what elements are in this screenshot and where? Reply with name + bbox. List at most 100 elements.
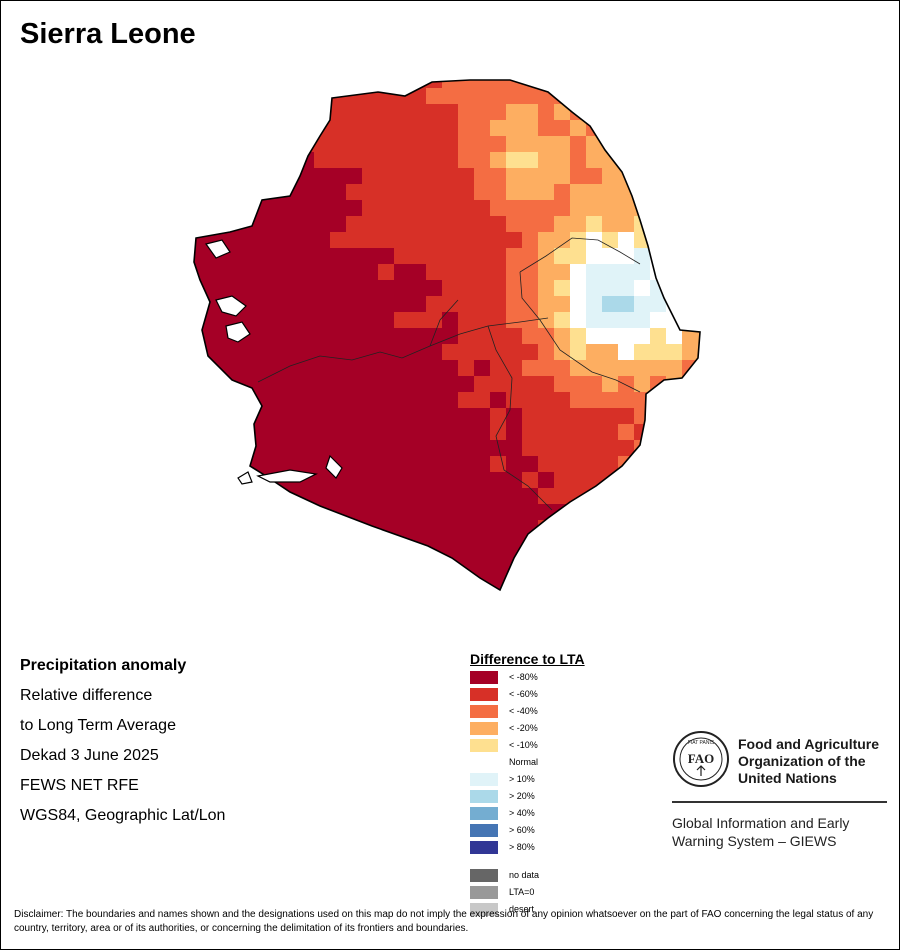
district-boundaries	[257, 237, 641, 511]
raster-cell	[474, 184, 490, 200]
raster-cell	[554, 328, 570, 344]
raster-cell	[602, 376, 618, 392]
raster-cell	[698, 536, 700, 552]
raster-cell	[378, 88, 394, 104]
raster-cell	[194, 248, 202, 264]
raster-cell	[442, 120, 458, 136]
raster-cell	[282, 440, 298, 456]
raster-cell	[554, 104, 570, 120]
raster-cell	[250, 264, 266, 280]
raster-cell	[554, 552, 570, 568]
raster-cell	[522, 232, 538, 248]
raster-cell	[474, 424, 490, 440]
raster-cell	[410, 504, 426, 520]
raster-cell	[282, 136, 298, 152]
raster-cell	[282, 392, 298, 408]
raster-cell	[282, 520, 298, 536]
raster-cell	[378, 296, 394, 312]
raster-cell	[234, 408, 250, 424]
raster-cell	[266, 440, 282, 456]
raster-cell	[410, 344, 426, 360]
raster-cell	[346, 80, 362, 88]
raster-cell	[474, 136, 490, 152]
raster-cell	[538, 536, 554, 552]
raster-cell	[330, 584, 346, 590]
raster-cell	[538, 280, 554, 296]
raster-cell	[442, 80, 458, 88]
raster-cell	[618, 472, 634, 488]
raster-cell	[442, 408, 458, 424]
raster-cell	[314, 488, 330, 504]
raster-cell	[602, 80, 618, 88]
raster-cell	[474, 456, 490, 472]
raster-cell	[314, 360, 330, 376]
raster-cell	[458, 424, 474, 440]
raster-cell	[458, 584, 474, 590]
legend-label: > 60%	[509, 825, 535, 835]
raster-cell	[378, 264, 394, 280]
raster-cell	[442, 536, 458, 552]
raster-cell	[666, 456, 682, 472]
raster-cell	[666, 152, 682, 168]
raster-cell	[650, 504, 666, 520]
raster-cell	[378, 344, 394, 360]
raster-cell	[666, 344, 682, 360]
raster-cell	[554, 216, 570, 232]
raster-cell	[282, 376, 298, 392]
raster-cell	[458, 104, 474, 120]
raster-cell	[298, 456, 314, 472]
raster-cell	[554, 152, 570, 168]
raster-cell	[490, 504, 506, 520]
raster-cell	[458, 216, 474, 232]
raster-cell	[330, 104, 346, 120]
raster-cell	[346, 424, 362, 440]
raster-cell	[474, 280, 490, 296]
raster-cell	[458, 392, 474, 408]
raster-cell	[586, 552, 602, 568]
raster-cell	[698, 232, 700, 248]
raster-cell	[698, 488, 700, 504]
raster-cell	[426, 472, 442, 488]
raster-cell	[682, 584, 698, 590]
raster-cell	[202, 168, 218, 184]
raster-cell	[202, 536, 218, 552]
raster-cell	[682, 312, 698, 328]
raster-cell	[474, 408, 490, 424]
raster-cell	[554, 408, 570, 424]
raster-cell	[666, 440, 682, 456]
raster-cell	[634, 504, 650, 520]
raster-cell	[426, 552, 442, 568]
raster-cell	[490, 232, 506, 248]
raster-cell	[282, 344, 298, 360]
raster-cell	[266, 296, 282, 312]
raster-cell	[234, 440, 250, 456]
legend-label: no data	[509, 870, 540, 880]
raster-cell	[538, 80, 554, 88]
raster-cell	[538, 344, 554, 360]
raster-cell	[394, 80, 410, 88]
raster-cell	[410, 456, 426, 472]
raster-cell	[666, 312, 682, 328]
raster-cell	[618, 584, 634, 590]
raster-cell	[314, 568, 330, 584]
raster-cell	[282, 328, 298, 344]
raster-cell	[490, 216, 506, 232]
raster-cell	[282, 424, 298, 440]
raster-cell	[410, 232, 426, 248]
raster-cell	[314, 552, 330, 568]
raster-cell	[602, 456, 618, 472]
raster-cell	[570, 136, 586, 152]
raster-cell	[474, 120, 490, 136]
raster-cell	[666, 248, 682, 264]
raster-cell	[266, 80, 282, 88]
raster-cell	[330, 248, 346, 264]
raster-cell	[570, 376, 586, 392]
raster-cell	[330, 264, 346, 280]
raster-cell	[570, 200, 586, 216]
raster-cell	[282, 248, 298, 264]
raster-cell	[650, 200, 666, 216]
raster-cell	[570, 80, 586, 88]
raster-cell	[266, 520, 282, 536]
raster-cell	[330, 80, 346, 88]
raster-cell	[682, 296, 698, 312]
